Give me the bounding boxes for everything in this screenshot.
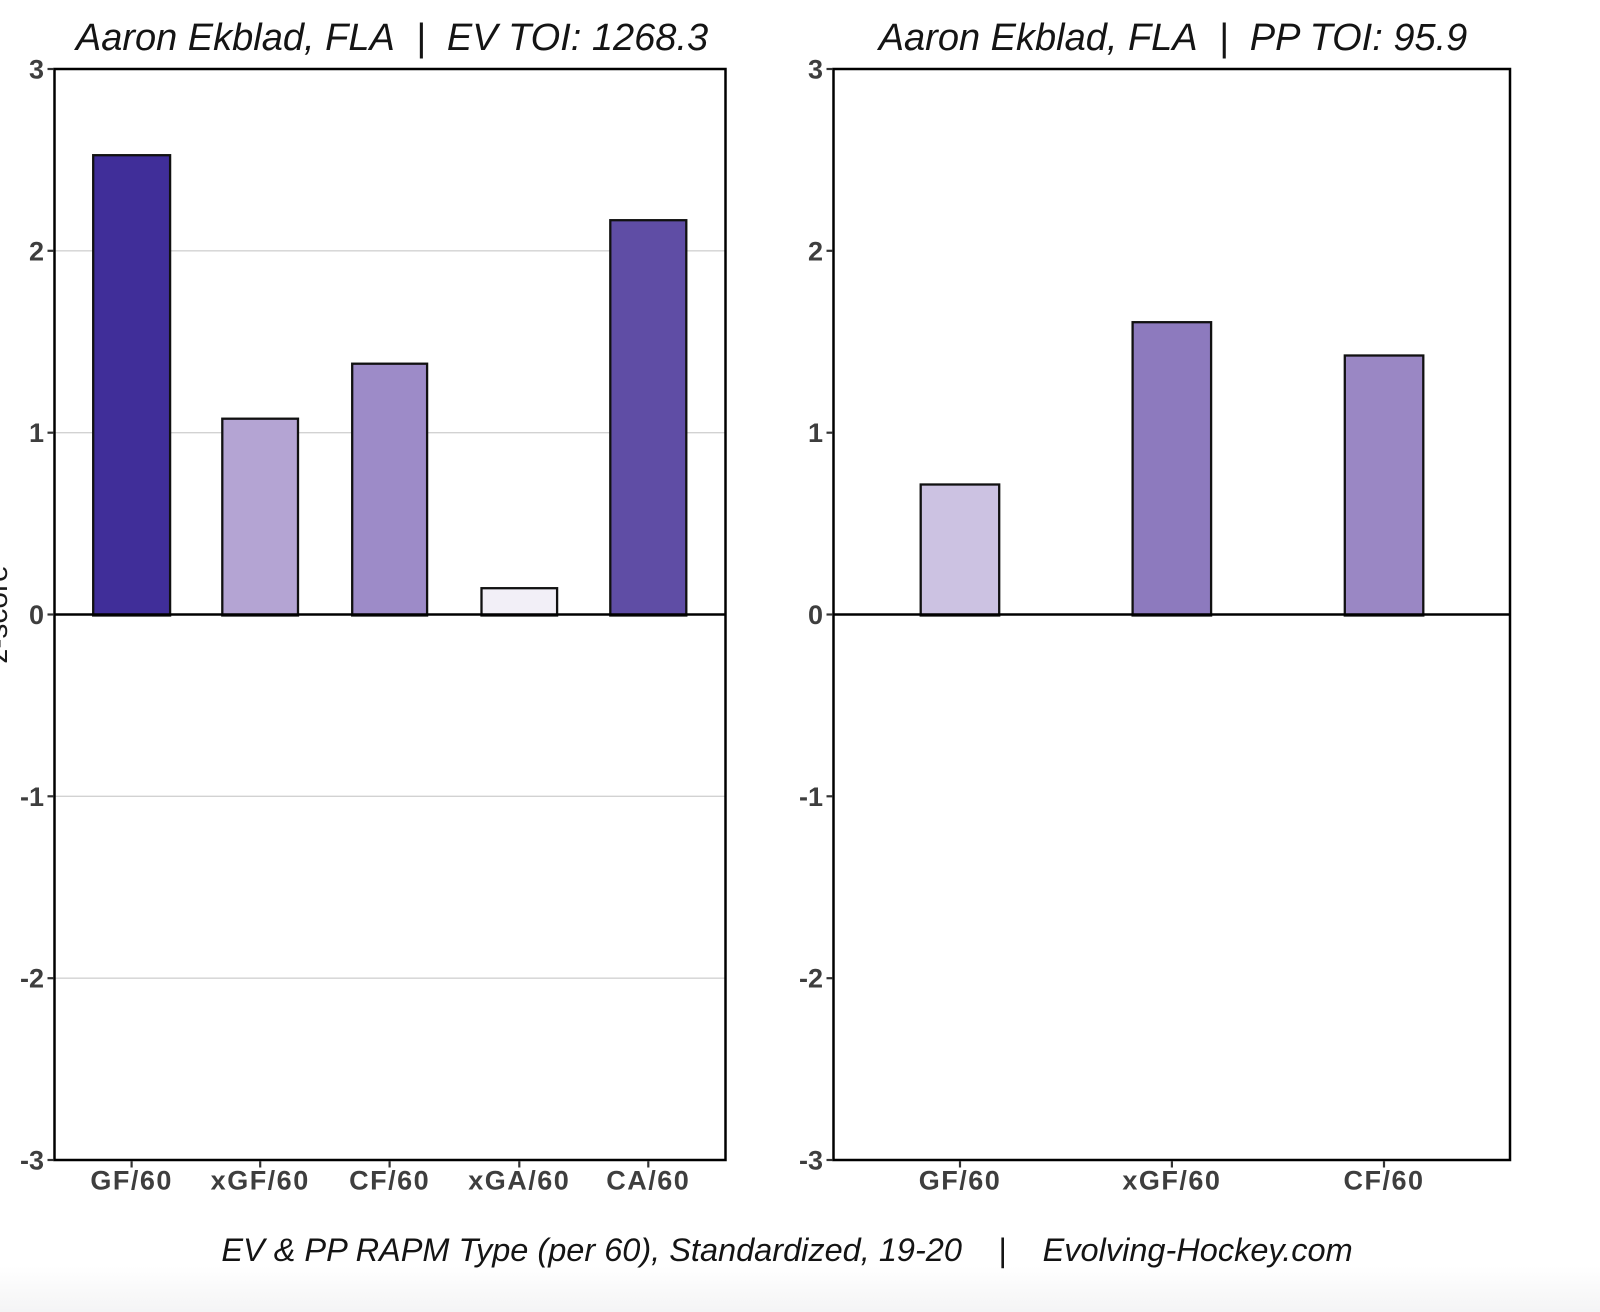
svg-text:-1: -1 <box>799 782 823 812</box>
svg-text:GF/60: GF/60 <box>90 1166 173 1196</box>
svg-text:xGF/60: xGF/60 <box>1122 1166 1221 1196</box>
svg-text:CF/60: CF/60 <box>1343 1166 1424 1196</box>
svg-text:xGA/60: xGA/60 <box>468 1166 570 1196</box>
svg-text:GF/60: GF/60 <box>919 1166 1002 1196</box>
svg-text:-3: -3 <box>799 1146 823 1176</box>
svg-text:0: 0 <box>29 600 44 630</box>
svg-text:2: 2 <box>29 236 44 266</box>
svg-text:z-score: z-score <box>0 565 14 663</box>
svg-text:CF/60: CF/60 <box>349 1166 430 1196</box>
svg-text:3: 3 <box>29 55 44 85</box>
svg-text:1: 1 <box>808 418 823 448</box>
svg-text:3: 3 <box>808 55 823 85</box>
svg-text:-3: -3 <box>20 1146 44 1176</box>
svg-text:CA/60: CA/60 <box>606 1166 690 1196</box>
svg-text:EV & PP RAPM Type (per 60), St: EV & PP RAPM Type (per 60), Standardized… <box>221 1232 1352 1268</box>
svg-text:-1: -1 <box>20 782 44 812</box>
svg-text:-2: -2 <box>799 964 823 994</box>
svg-text:xGF/60: xGF/60 <box>211 1166 310 1196</box>
svg-text:1: 1 <box>29 418 44 448</box>
svg-text:-2: -2 <box>20 964 44 994</box>
svg-text:Aaron Ekblad, FLA | EV TOI:: Aaron Ekblad, FLA | EV TOI: 1268.3 <box>74 17 708 59</box>
svg-text:Aaron Ekblad, FLA | PP TOI:: Aaron Ekblad, FLA | PP TOI: 95.9 <box>877 17 1468 59</box>
svg-text:0: 0 <box>808 600 823 630</box>
svg-text:2: 2 <box>808 236 823 266</box>
